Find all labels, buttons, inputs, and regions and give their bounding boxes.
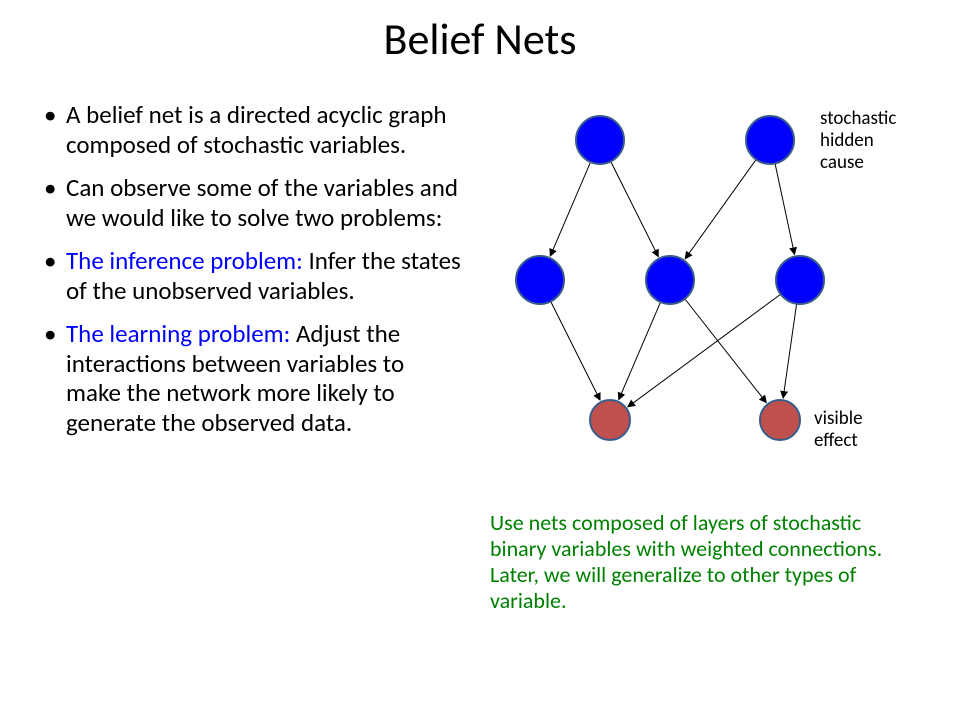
bullet-item: The learning problem: Adjust the interac… bbox=[44, 319, 462, 437]
edge bbox=[775, 163, 795, 254]
edge bbox=[783, 304, 796, 398]
edge bbox=[551, 301, 600, 400]
bullet-emphasis: The inference problem: bbox=[66, 245, 303, 276]
visible-effect-label: visible effect bbox=[814, 408, 894, 452]
caption-text: Use nets composed of layers of stochasti… bbox=[490, 510, 920, 614]
slide-title: Belief Nets bbox=[0, 12, 960, 66]
bullet-emphasis: The learning problem: bbox=[66, 318, 290, 349]
bullet-list: A belief net is a directed acyclic graph… bbox=[44, 100, 462, 451]
hidden-node bbox=[776, 256, 824, 304]
edge bbox=[619, 302, 661, 400]
slide: Belief Nets A belief net is a directed a… bbox=[0, 0, 960, 720]
visible-node bbox=[760, 400, 800, 440]
bullet-item: Can observe some of the variables and we… bbox=[44, 173, 462, 232]
edge bbox=[628, 294, 781, 407]
bullet-text: A belief net is a directed acyclic graph… bbox=[66, 99, 447, 160]
bullet-text: Can observe some of the variables and we… bbox=[66, 172, 458, 233]
edge bbox=[550, 162, 590, 256]
hidden-cause-label: stochastic hidden cause bbox=[820, 108, 910, 174]
edge bbox=[611, 161, 659, 256]
bullet-item: The inference problem: Infer the states … bbox=[44, 246, 462, 305]
edge bbox=[685, 160, 756, 259]
hidden-node bbox=[576, 116, 624, 164]
hidden-node bbox=[646, 256, 694, 304]
bullet-item: A belief net is a directed acyclic graph… bbox=[44, 100, 462, 159]
hidden-node bbox=[516, 256, 564, 304]
visible-node bbox=[590, 400, 630, 440]
hidden-node bbox=[746, 116, 794, 164]
belief-net-diagram: stochastic hidden cause visible effect bbox=[480, 90, 940, 490]
edge bbox=[685, 299, 767, 403]
